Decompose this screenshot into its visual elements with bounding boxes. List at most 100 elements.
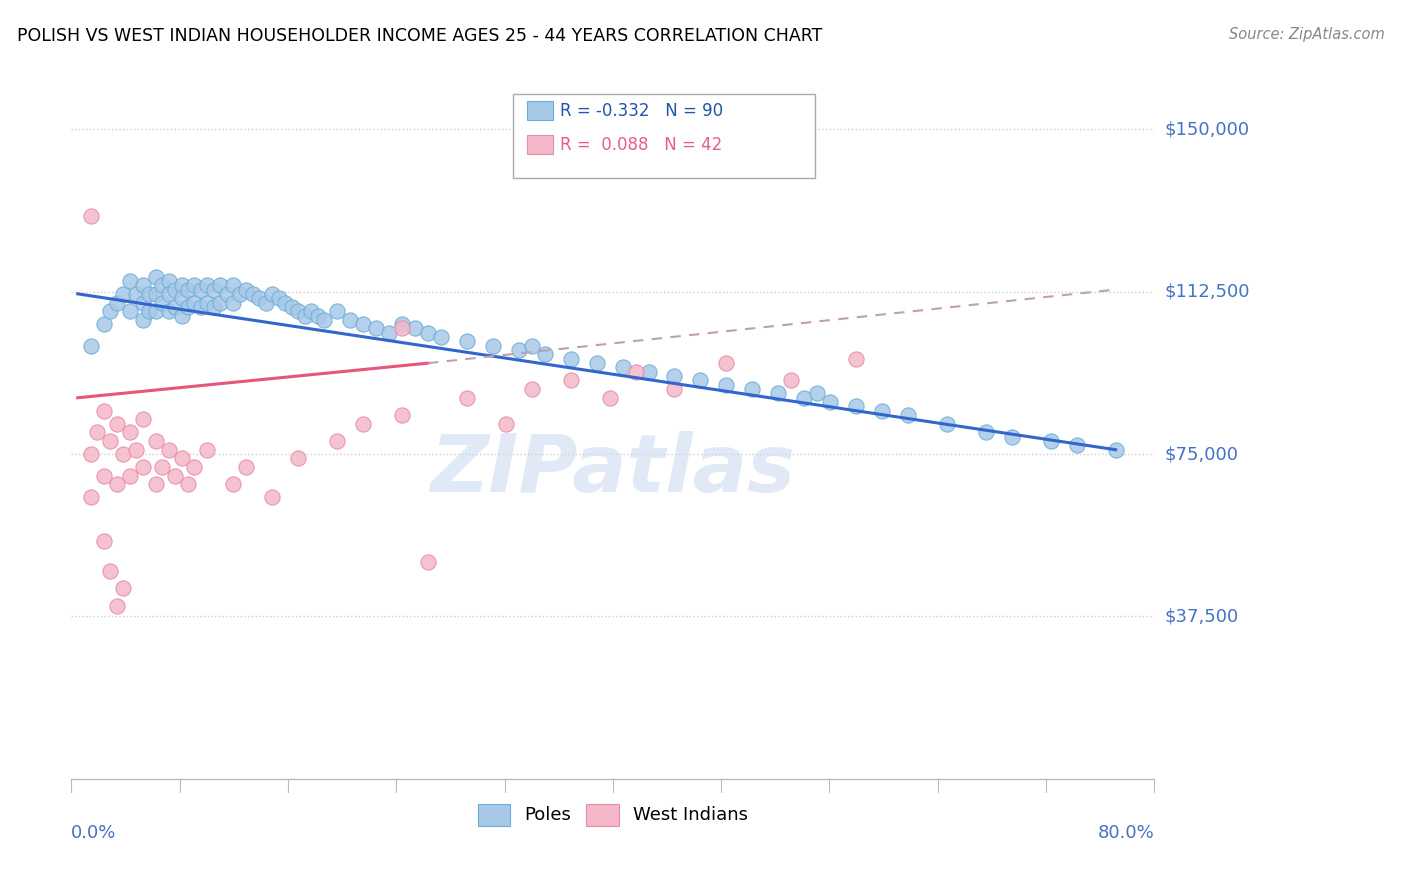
Point	[209, 278, 232, 293]
Point	[177, 283, 200, 297]
Point	[157, 304, 180, 318]
Point	[93, 317, 115, 331]
Point	[118, 468, 141, 483]
Point	[183, 460, 205, 475]
Point	[585, 356, 607, 370]
Point	[793, 391, 815, 405]
Point	[170, 291, 193, 305]
Point	[508, 343, 530, 358]
Point	[150, 278, 173, 293]
Point	[157, 442, 180, 457]
Text: 0.0%: 0.0%	[72, 824, 117, 842]
Point	[86, 425, 108, 440]
Point	[177, 300, 200, 314]
Point	[93, 533, 115, 548]
Point	[202, 300, 225, 314]
Point	[274, 295, 297, 310]
Point	[254, 295, 277, 310]
Point	[125, 442, 148, 457]
Point	[242, 286, 264, 301]
Point	[105, 295, 128, 310]
Point	[637, 365, 659, 379]
Point	[202, 283, 225, 297]
Point	[716, 356, 738, 370]
Point	[339, 313, 361, 327]
Point	[416, 555, 439, 569]
Point	[664, 382, 686, 396]
Point	[80, 447, 103, 461]
Point	[378, 326, 401, 340]
Point	[183, 295, 205, 310]
Text: R =  0.088   N = 42: R = 0.088 N = 42	[560, 136, 721, 153]
Point	[145, 286, 167, 301]
Point	[281, 300, 304, 314]
Text: ZIPatlas: ZIPatlas	[430, 431, 796, 509]
Point	[287, 451, 309, 466]
Point	[209, 295, 232, 310]
Point	[112, 286, 135, 301]
Point	[267, 291, 290, 305]
Text: $37,500: $37,500	[1164, 607, 1239, 625]
Point	[235, 283, 257, 297]
Point	[247, 291, 270, 305]
Point	[326, 434, 349, 448]
Point	[287, 304, 309, 318]
Point	[105, 599, 128, 613]
Point	[105, 417, 128, 431]
Point	[222, 295, 245, 310]
Point	[112, 447, 135, 461]
Point	[80, 209, 103, 223]
Point	[163, 283, 186, 297]
Point	[229, 286, 252, 301]
Point	[150, 460, 173, 475]
Point	[294, 309, 316, 323]
Point	[131, 460, 153, 475]
Point	[818, 395, 841, 409]
Point	[131, 412, 153, 426]
Point	[190, 300, 212, 314]
Point	[145, 477, 167, 491]
Point	[664, 369, 686, 384]
Point	[138, 304, 160, 318]
Point	[533, 347, 555, 361]
Point	[612, 360, 634, 375]
Point	[118, 274, 141, 288]
Point	[93, 403, 115, 417]
Point	[974, 425, 997, 440]
Point	[157, 286, 180, 301]
Point	[352, 317, 374, 331]
Text: $150,000: $150,000	[1164, 120, 1250, 138]
Point	[897, 408, 920, 422]
Point	[235, 460, 257, 475]
Point	[326, 304, 349, 318]
Point	[780, 374, 803, 388]
Point	[177, 477, 200, 491]
Point	[163, 300, 186, 314]
Point	[456, 334, 478, 349]
Point	[197, 295, 219, 310]
Point	[599, 391, 621, 405]
Point	[131, 313, 153, 327]
Point	[183, 278, 205, 293]
Point	[131, 278, 153, 293]
Point	[314, 313, 336, 327]
Point	[190, 283, 212, 297]
Point	[1066, 438, 1088, 452]
Point	[145, 304, 167, 318]
Point	[456, 391, 478, 405]
Point	[1001, 430, 1024, 444]
Point	[118, 304, 141, 318]
Point	[1039, 434, 1062, 448]
Point	[560, 374, 582, 388]
Point	[80, 339, 103, 353]
Point	[98, 434, 121, 448]
Point	[145, 269, 167, 284]
Point	[98, 564, 121, 578]
Point	[150, 295, 173, 310]
Point	[391, 408, 413, 422]
Point	[138, 286, 160, 301]
Point	[845, 400, 868, 414]
Point	[935, 417, 957, 431]
Point	[112, 581, 135, 595]
Point	[520, 382, 543, 396]
